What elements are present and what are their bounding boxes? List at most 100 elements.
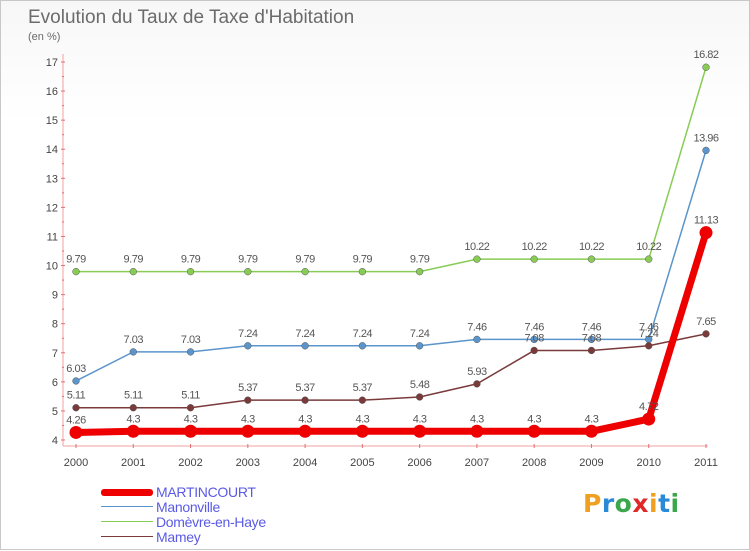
data-label-mamey: 5.11 [124, 390, 143, 402]
data-point-manonville [301, 342, 309, 350]
data-label-mamey: 5.93 [467, 366, 487, 378]
data-point-manonville [244, 342, 252, 350]
data-label-mamey: 7.08 [582, 332, 602, 344]
data-point-domevre-en-haye [244, 267, 252, 276]
data-point-manonville [186, 348, 195, 356]
data-label-domevre-en-haye: 10.22 [636, 241, 661, 253]
data-point-mamey [301, 396, 309, 404]
legend-label-martincourt: MARTINCOURT [156, 484, 256, 500]
data-point-martincourt [355, 424, 369, 438]
data-point-mamey [129, 404, 137, 412]
data-label-martincourt: 4.3 [413, 413, 427, 425]
data-label-manonville: 6.03 [66, 363, 86, 375]
data-point-mamey [645, 342, 653, 350]
data-point-mamey [415, 393, 424, 401]
data-point-martincourt [699, 226, 713, 240]
data-point-manonville [530, 335, 538, 344]
data-label-mamey: 5.37 [238, 382, 258, 394]
data-point-mamey [587, 346, 596, 355]
data-point-domevre-en-haye [129, 267, 137, 276]
data-label-martincourt: 4.3 [355, 413, 369, 425]
y-tick-label: 16 [46, 86, 58, 98]
data-label-manonville: 7.46 [639, 321, 659, 333]
data-label-domevre-en-haye: 10.22 [464, 241, 489, 253]
data-point-manonville [415, 342, 424, 350]
data-point-martincourt [584, 424, 598, 438]
series-line-martincourt [72, 229, 710, 436]
y-tick-label: 13 [46, 173, 58, 185]
legend-swatch-martincourt [101, 489, 153, 496]
data-label-domevre-en-haye: 9.79 [181, 254, 201, 266]
data-point-martincourt [126, 424, 140, 438]
data-label-mamey: 5.37 [295, 382, 315, 394]
chart-subtitle: (en %) [28, 31, 61, 43]
data-label-manonville: 7.24 [295, 328, 315, 340]
x-tick-label: 2003 [236, 457, 260, 469]
data-label-domevre-en-haye: 9.79 [66, 254, 86, 266]
data-label-mamey: 5.37 [353, 382, 373, 394]
data-point-domevre-en-haye [186, 267, 195, 276]
legend: MARTINCOURT Manonville Domèvre-en-Haye M… [101, 484, 401, 547]
y-tick-label: 8 [52, 319, 58, 331]
y-tick-label: 10 [46, 261, 58, 273]
data-point-mamey [473, 380, 481, 388]
data-label-mamey: 7.08 [524, 332, 544, 344]
data-point-mamey [530, 346, 538, 355]
data-label-martincourt: 4.3 [298, 413, 312, 425]
data-label-martincourt: 4.3 [241, 413, 255, 425]
x-tick-label: 2005 [350, 457, 374, 469]
y-tick-label: 5 [52, 406, 58, 418]
x-tick-label: 2008 [522, 457, 546, 469]
data-label-mamey: 5.11 [181, 390, 200, 402]
y-tick-label: 17 [46, 57, 58, 69]
data-label-manonville: 7.24 [238, 328, 258, 340]
data-label-domevre-en-haye: 9.79 [124, 254, 144, 266]
data-point-martincourt [184, 424, 198, 438]
y-tick-label: 15 [46, 115, 58, 127]
data-label-mamey: 7.24 [639, 328, 659, 340]
data-label-domevre-en-haye: 9.79 [238, 254, 258, 266]
data-point-domevre-en-haye [702, 63, 710, 71]
data-label-martincourt: 4.26 [66, 414, 86, 426]
data-label-domevre-en-haye: 10.22 [579, 241, 604, 253]
legend-item-manonville: Manonville [101, 499, 401, 515]
data-point-manonville [587, 335, 596, 344]
data-label-martincourt: 4.3 [585, 413, 599, 425]
data-label-martincourt: 11.13 [694, 215, 719, 227]
legend-item-domevre-en-haye: Domèvre-en-Haye [101, 514, 401, 530]
y-tick-label: 12 [46, 202, 58, 214]
data-label-martincourt: 4.3 [184, 413, 198, 425]
data-label-martincourt: 4.72 [639, 401, 659, 413]
data-label-martincourt: 4.3 [470, 413, 484, 425]
data-point-martincourt [527, 424, 541, 438]
data-point-domevre-en-haye [530, 255, 538, 263]
data-label-manonville: 7.24 [410, 328, 430, 340]
data-point-mamey [72, 404, 80, 412]
x-tick-label: 2004 [293, 457, 317, 469]
y-tick-label: 14 [46, 144, 58, 156]
data-label-domevre-en-haye: 9.79 [410, 254, 430, 266]
x-tick-label: 2007 [465, 457, 489, 469]
data-label-mamey: 5.48 [410, 379, 430, 391]
legend-item-martincourt: MARTINCOURT [101, 484, 401, 500]
data-label-manonville: 7.46 [524, 321, 544, 333]
data-point-mamey [186, 404, 195, 412]
x-tick-label: 2002 [178, 457, 202, 469]
data-label-martincourt: 4.3 [126, 413, 140, 425]
data-point-domevre-en-haye [301, 267, 309, 276]
data-point-domevre-en-haye [358, 267, 367, 276]
data-label-manonville: 7.03 [124, 334, 144, 346]
legend-label-domevre-en-haye: Domèvre-en-Haye [156, 514, 266, 530]
series-line-mamey [75, 333, 707, 409]
legend-swatch-mamey [101, 536, 153, 537]
data-label-manonville: 7.03 [181, 334, 201, 346]
y-tick-label: 4 [52, 435, 58, 447]
data-point-domevre-en-haye [473, 255, 481, 263]
data-point-manonville [702, 146, 710, 155]
proxiti-logo: Proxiti [583, 489, 680, 518]
data-point-manonville [358, 342, 367, 350]
data-label-domevre-en-haye: 9.79 [295, 254, 315, 266]
data-point-mamey [702, 330, 710, 338]
